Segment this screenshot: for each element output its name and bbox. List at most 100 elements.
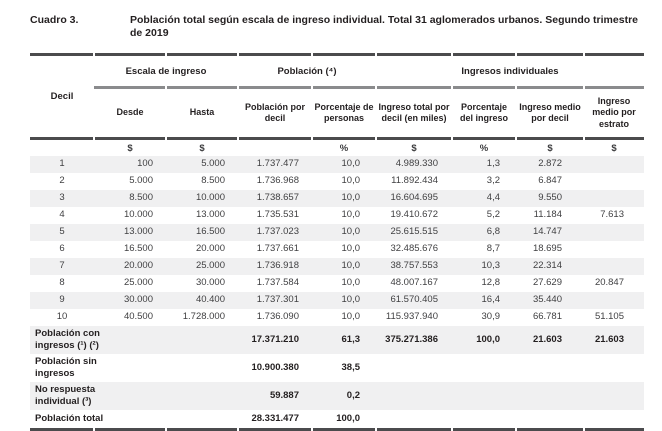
data-cell: 9.550	[538, 192, 562, 204]
data-cell: 40.400	[195, 294, 225, 306]
rule-segment	[312, 53, 377, 57]
data-cell: 38.757.553	[390, 260, 438, 272]
data-cell: 48.007.167	[390, 277, 438, 289]
data-cell: 1.735.531	[256, 209, 299, 221]
column-header-ingreso-total: Ingreso total por decil (en miles)	[378, 101, 450, 124]
rule-segment	[238, 53, 313, 57]
data-cell: 5.000	[201, 158, 225, 170]
table-row: 1 100 5.000 1.737.477 10,0 4.989.330 1,3 2.872	[30, 156, 644, 174]
data-cell: 20.847	[594, 277, 624, 289]
decile-rows: 1 100 5.000 1.737.477 10,0 4.989.330 1,3 2.872 2…	[30, 156, 644, 326]
rule-segment	[30, 137, 95, 141]
page-title: Población total según escala de ingreso …	[130, 14, 638, 39]
data-cell: 16.500	[195, 226, 225, 238]
summary-cell	[584, 382, 644, 410]
summary-cell	[452, 410, 516, 428]
data-cell: 1.736.090	[256, 311, 299, 323]
summary-cell	[516, 410, 584, 428]
data-cell: 16,4	[481, 294, 501, 306]
rule-segment	[94, 53, 167, 57]
data-cell: 61.570.405	[390, 294, 438, 306]
data-cell: 10,0	[341, 226, 361, 238]
column-header-row: Desde Hasta Población por decil Porcenta…	[30, 89, 644, 137]
data-cell: 11.892.434	[391, 175, 438, 187]
summary-cell	[516, 382, 584, 410]
summary-row-no-respuesta: No respuesta individual (³) 59.887 0,2	[30, 382, 644, 411]
table-row: 2 5.000 8.500 1.736.968 10,0 11.892.434 3,2 6.8…	[30, 173, 644, 190]
data-cell: 35.440	[532, 294, 562, 306]
data-cell	[584, 190, 644, 207]
summary-cell	[376, 382, 452, 410]
data-cell: 11.184	[533, 209, 562, 221]
table-row: 4 10.000 13.000 1.735.531 10,0 19.410.672 5,2 1…	[30, 207, 644, 224]
summary-label: Población sin ingresos	[35, 356, 97, 380]
data-cell: 7	[59, 260, 65, 272]
data-cell: 7.613	[600, 209, 624, 221]
summary-cell: 10.900.380	[251, 361, 299, 373]
table-row: 3 8.500 10.000 1.738.657 10,0 16.604.695 4,4 9.…	[30, 190, 644, 208]
summary-label: Población total	[35, 413, 104, 425]
group-header-row: Decil Escala de ingreso Población (⁴) In…	[30, 56, 644, 103]
data-cell: 6,8	[486, 226, 500, 238]
summary-cell: 38,5	[341, 361, 361, 373]
unit-cell: %	[479, 142, 489, 154]
rule-segment	[238, 86, 313, 90]
table-row: 5 13.000 16.500 1.737.023 10,0 25.615.515 6,8 1…	[30, 224, 644, 242]
data-cell: 4	[59, 209, 65, 221]
data-cell: 25.000	[123, 277, 153, 289]
data-cell	[584, 173, 644, 190]
data-cell: 1,3	[486, 158, 500, 170]
rule-segment	[584, 137, 644, 141]
data-cell: 13.000	[195, 209, 225, 221]
column-header-poblacion-por-decil: Población por decil	[244, 101, 305, 124]
data-cell: 30.000	[195, 277, 225, 289]
unit-cell: $	[411, 142, 417, 154]
data-cell: 2	[59, 175, 65, 187]
data-cell: 10.000	[123, 209, 153, 221]
data-cell: 12,8	[481, 277, 501, 289]
rule-segment	[376, 53, 453, 57]
summary-cell: 61,3	[341, 333, 361, 345]
data-cell: 5,2	[486, 209, 500, 221]
data-cell	[584, 156, 644, 173]
data-cell: 3	[59, 192, 65, 204]
unit-cell: $	[611, 142, 617, 154]
summary-row-sin-ingresos: Población sin ingresos 10.900.380 38,5	[30, 354, 644, 382]
data-cell: 5	[59, 226, 65, 238]
rule-segment	[166, 86, 239, 90]
rule-segment	[584, 53, 644, 57]
data-cell: 22.314	[532, 260, 562, 272]
column-header-porcentaje-ingreso: Porcentaje del ingreso	[459, 101, 508, 124]
data-cell: 10,0	[341, 294, 361, 306]
data-cell: 1.728.000	[182, 311, 225, 323]
data-cell: 8.500	[201, 175, 225, 187]
column-header-desde: Desde	[116, 107, 144, 118]
data-cell: 19.410.672	[390, 209, 438, 221]
data-cell: 10.000	[195, 192, 225, 204]
data-cell: 3,2	[486, 175, 500, 187]
data-cell: 8,7	[486, 243, 500, 255]
data-cell	[584, 292, 644, 309]
data-cell: 1	[59, 158, 65, 170]
summary-label: No respuesta individual (³)	[35, 384, 96, 408]
data-cell: 6	[59, 243, 65, 255]
unit-cell: %	[339, 142, 349, 154]
rule-segment	[166, 53, 239, 57]
data-cell: 5.000	[129, 175, 153, 187]
data-cell: 20.000	[123, 260, 153, 272]
data-cell: 8.500	[129, 192, 153, 204]
data-cell: 16.500	[123, 243, 153, 255]
rule-segment	[516, 53, 585, 57]
summary-cell	[452, 382, 516, 410]
data-cell: 1.737.301	[256, 294, 299, 306]
group-header-ingresos: Ingresos individuales	[461, 65, 559, 77]
column-header-ingreso-medio-decil: Ingreso medio por decil	[519, 101, 581, 124]
summary-cell	[376, 410, 452, 428]
table-row: 8 25.000 30.000 1.737.584 10,0 48.007.167 12,8…	[30, 275, 644, 292]
unit-cell	[238, 140, 312, 156]
rule-segment	[516, 137, 585, 141]
data-cell: 10,0	[341, 260, 361, 272]
rule-segment	[94, 86, 167, 90]
data-cell: 40.500	[123, 311, 153, 323]
summary-cell: 375.271.386	[385, 333, 438, 345]
